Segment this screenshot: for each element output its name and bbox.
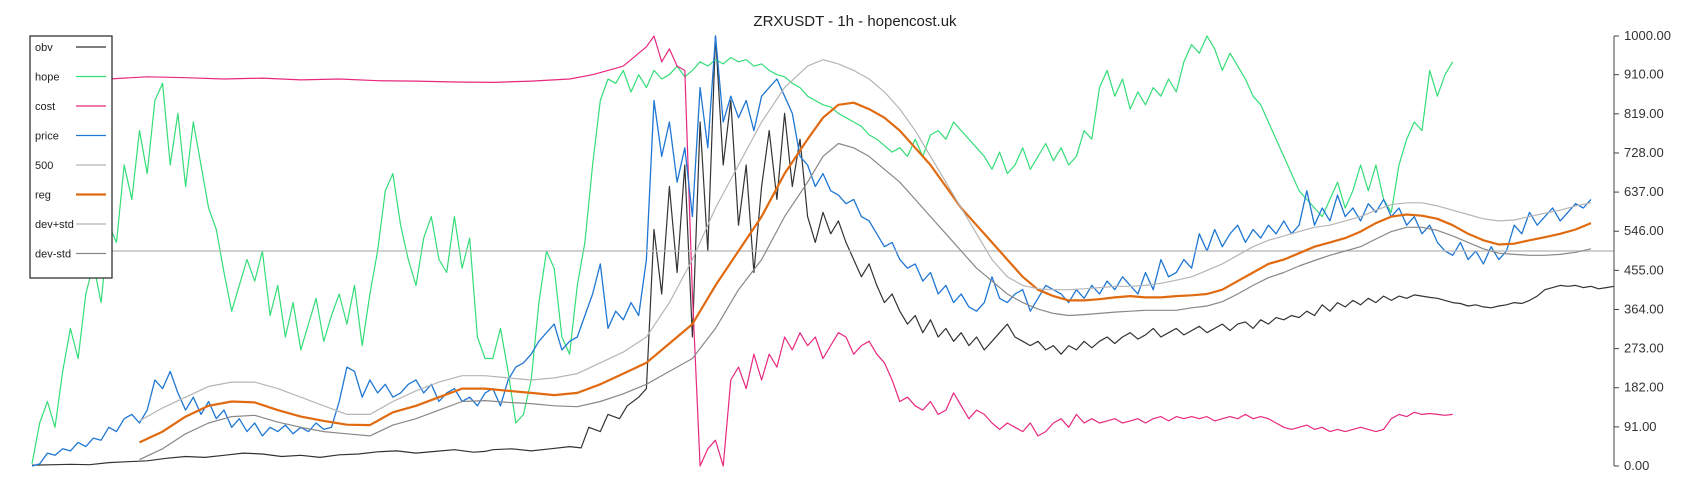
series-line-cost xyxy=(31,35,1453,467)
legend-label: hope xyxy=(35,72,59,84)
series-line-reg xyxy=(139,101,1592,444)
y-tick-label: 91.00 xyxy=(1624,419,1657,434)
legend-label: dev+std xyxy=(35,219,74,231)
y-tick-label: 910.00 xyxy=(1624,67,1664,82)
legend: obv hope cost price 500 reg dev+std dev-std xyxy=(29,35,113,279)
legend-label: dev-std xyxy=(35,249,71,261)
y-tick-label: 1000.00 xyxy=(1624,28,1671,43)
legend-label: cost xyxy=(35,101,55,113)
chart-title: ZRXUSDT - 1h - hopencost.uk xyxy=(753,13,957,30)
y-tick-label: 546.00 xyxy=(1624,223,1664,238)
y-axis: 0.00 91.00 182.00 273.00 364.00 455.00 546.00 6… xyxy=(1613,28,1671,473)
legend-label: price xyxy=(35,131,59,143)
y-tick-label: 273.00 xyxy=(1624,341,1664,356)
legend-label: 500 xyxy=(35,160,53,172)
y-tick-label: 637.00 xyxy=(1624,184,1664,199)
legend-label: reg xyxy=(35,190,51,202)
y-tick-label: 182.00 xyxy=(1624,380,1664,395)
plot-area xyxy=(31,35,1615,467)
y-tick-label: 728.00 xyxy=(1624,145,1664,160)
y-tick-label: 455.00 xyxy=(1624,262,1664,277)
y-tick-label: 819.00 xyxy=(1624,106,1664,121)
y-tick-label: 364.00 xyxy=(1624,301,1664,316)
y-tick-label: 0.00 xyxy=(1624,458,1649,473)
series-line-dev-std xyxy=(139,59,1592,422)
legend-label: obv xyxy=(35,42,53,54)
series-line-hope xyxy=(31,35,1454,465)
series-line-obv xyxy=(31,35,1615,466)
series-line-dev-std xyxy=(139,142,1592,461)
